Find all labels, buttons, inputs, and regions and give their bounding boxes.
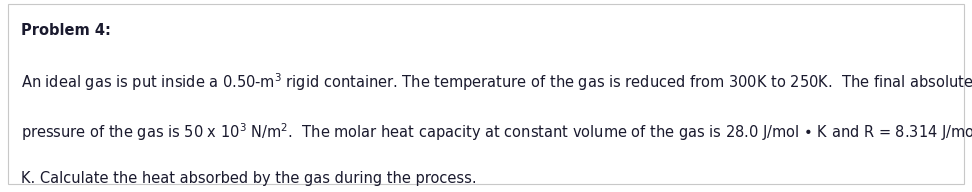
Text: Problem 4:: Problem 4: (21, 23, 111, 38)
FancyBboxPatch shape (8, 4, 964, 184)
Text: pressure of the gas is 50 x 10$^3$ N/m$^2$.  The molar heat capacity at constant: pressure of the gas is 50 x 10$^3$ N/m$^… (21, 121, 972, 143)
Text: An ideal gas is put inside a 0.50-m$^3$ rigid container. The temperature of the : An ideal gas is put inside a 0.50-m$^3$ … (21, 71, 972, 93)
Text: K. Calculate the heat absorbed by the gas during the process.: K. Calculate the heat absorbed by the ga… (21, 171, 477, 186)
